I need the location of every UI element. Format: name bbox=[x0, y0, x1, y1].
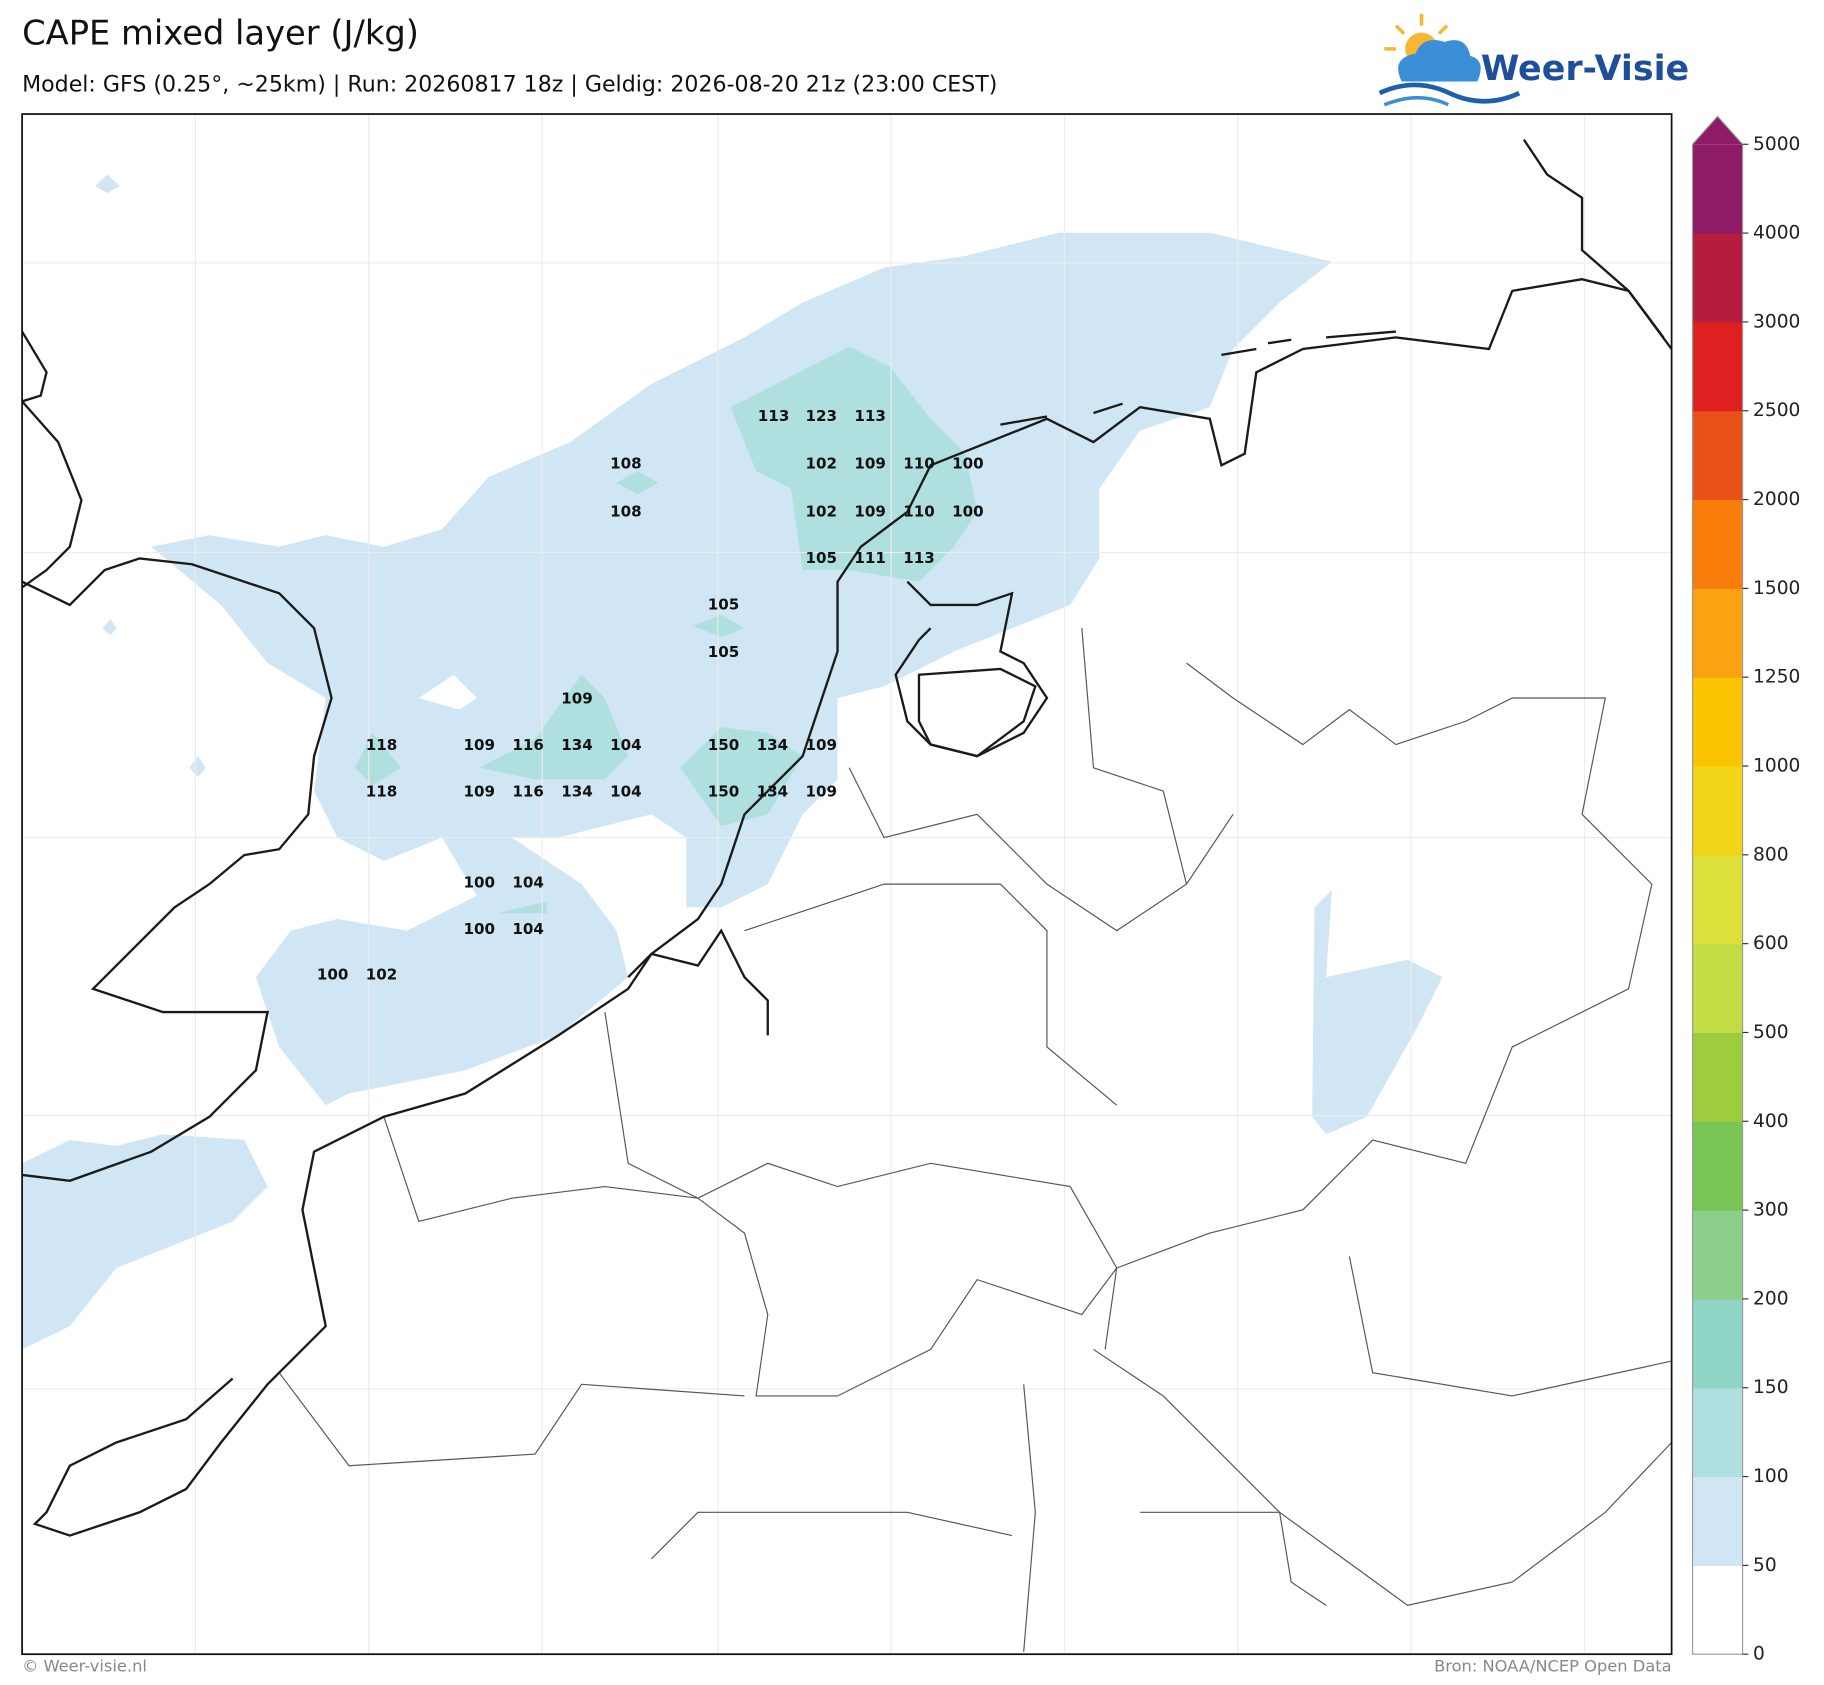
colorbar-tick-label: 5000 bbox=[1753, 134, 1800, 155]
value-label: 100 bbox=[463, 920, 495, 938]
colorbar-tick-label: 400 bbox=[1753, 1111, 1789, 1132]
value-label: 150 bbox=[708, 736, 740, 754]
colorbar-segment bbox=[1692, 1565, 1743, 1655]
colorbar-segment bbox=[1692, 1476, 1743, 1566]
value-label: 100 bbox=[952, 502, 984, 520]
value-label: 123 bbox=[805, 407, 837, 425]
subtitle: Model: GFS (0.25°, ~25km) | Run: 2026081… bbox=[22, 71, 997, 97]
value-label: 104 bbox=[610, 783, 642, 801]
value-label: 108 bbox=[610, 502, 642, 520]
borders bbox=[278, 628, 1673, 1652]
value-label: 109 bbox=[463, 783, 495, 801]
colorbar-outline bbox=[1691, 115, 1744, 1655]
value-label: 113 bbox=[854, 407, 886, 425]
value-label: 113 bbox=[758, 407, 790, 425]
value-label: 105 bbox=[805, 549, 837, 567]
colorbar-tick-label: 2000 bbox=[1753, 489, 1800, 510]
colorbar-segment bbox=[1692, 1210, 1743, 1300]
cape-50-area bbox=[22, 174, 1443, 1350]
colorbar-segment bbox=[1692, 766, 1743, 856]
footer-left: © Weer-visie.nl bbox=[22, 1657, 147, 1676]
colorbar-segment bbox=[1692, 854, 1743, 945]
colorbar-tick-label: 3000 bbox=[1753, 311, 1800, 332]
value-label: 118 bbox=[366, 736, 398, 754]
map-frame bbox=[21, 113, 1673, 1656]
map: 113 123 113 108 102 109 110 100 108 102 109 110 100 1… bbox=[21, 113, 1673, 1656]
colorbar-segment bbox=[1692, 233, 1743, 323]
colorbar-segment bbox=[1692, 943, 1743, 1034]
colorbar-tick-label: 50 bbox=[1753, 1555, 1777, 1576]
colorbar-segment bbox=[1692, 499, 1743, 589]
colorbar-tick-label: 0 bbox=[1753, 1644, 1765, 1665]
colorbar-segment bbox=[1692, 321, 1743, 412]
cape-100-area bbox=[354, 346, 978, 914]
colorbar-tick-label: 1250 bbox=[1753, 667, 1800, 688]
colorbar-segment bbox=[1692, 1298, 1743, 1389]
value-label: 100 bbox=[952, 455, 984, 473]
title: CAPE mixed layer (J/kg) bbox=[22, 13, 419, 52]
value-label: 110 bbox=[903, 502, 935, 520]
colorbar-tick-label: 300 bbox=[1753, 1200, 1789, 1221]
colorbar-tick-label: 200 bbox=[1753, 1288, 1789, 1309]
colorbar-segment bbox=[1692, 677, 1743, 767]
colorbar-segment bbox=[1692, 588, 1743, 678]
value-label: 102 bbox=[805, 502, 837, 520]
coastline bbox=[21, 138, 1673, 1537]
value-label: 111 bbox=[854, 549, 886, 567]
value-label: 104 bbox=[512, 920, 544, 938]
value-label: 110 bbox=[903, 455, 935, 473]
footer-right: Bron: NOAA/NCEP Open Data bbox=[1434, 1657, 1672, 1676]
value-label: 134 bbox=[757, 736, 789, 754]
colorbar-tick-label: 600 bbox=[1753, 933, 1789, 954]
value-label: 102 bbox=[805, 455, 837, 473]
value-label: 104 bbox=[512, 873, 544, 891]
value-label: 102 bbox=[366, 965, 398, 983]
value-label: 134 bbox=[561, 783, 593, 801]
value-label: 100 bbox=[317, 965, 349, 983]
colorbar-tick-label: 4000 bbox=[1753, 223, 1800, 244]
value-label: 108 bbox=[610, 455, 642, 473]
colorbar-segment bbox=[1692, 1121, 1743, 1211]
value-label: 113 bbox=[903, 549, 935, 567]
colorbar-segment bbox=[1692, 144, 1743, 234]
logo-text: Weer-Visie bbox=[1481, 49, 1689, 89]
value-label: 105 bbox=[708, 595, 740, 613]
value-label: 109 bbox=[854, 455, 886, 473]
colorbar-extend-arrow bbox=[1692, 116, 1743, 145]
graticule bbox=[22, 114, 1672, 1655]
value-label: 104 bbox=[610, 736, 642, 754]
colorbar-segment bbox=[1692, 1032, 1743, 1122]
colorbar-segment bbox=[1692, 1387, 1743, 1478]
value-label: 109 bbox=[463, 736, 495, 754]
value-label: 118 bbox=[366, 783, 398, 801]
value-label: 109 bbox=[854, 502, 886, 520]
colorbar-tick-label: 1000 bbox=[1753, 756, 1800, 777]
value-label: 116 bbox=[512, 736, 544, 754]
colorbar-segment bbox=[1692, 410, 1743, 501]
value-label: 105 bbox=[708, 643, 740, 661]
colorbar-tick-label: 2500 bbox=[1753, 400, 1800, 421]
value-label: 116 bbox=[512, 783, 544, 801]
colorbar-tick-label: 100 bbox=[1753, 1466, 1789, 1487]
value-label: 109 bbox=[561, 690, 593, 708]
value-label: 134 bbox=[561, 736, 593, 754]
value-label: 109 bbox=[805, 736, 837, 754]
colorbar-tick-label: 1500 bbox=[1753, 578, 1800, 599]
colorbar-tick-label: 150 bbox=[1753, 1377, 1789, 1398]
colorbar: 0 50 100 150 200 300 400 500 600 800 1000 1250 1500 2… bbox=[1691, 115, 1800, 1665]
colorbar-tick-label: 800 bbox=[1753, 844, 1789, 865]
value-label: 100 bbox=[463, 873, 495, 891]
value-label: 150 bbox=[708, 783, 740, 801]
logo: Weer-Visie bbox=[1378, 13, 1689, 107]
value-label: 109 bbox=[805, 783, 837, 801]
value-labels: 113 123 113 108 102 109 110 100 108 102 109 110 100 1… bbox=[317, 407, 984, 983]
value-label: 134 bbox=[757, 783, 789, 801]
colorbar-tick-label: 500 bbox=[1753, 1022, 1789, 1043]
